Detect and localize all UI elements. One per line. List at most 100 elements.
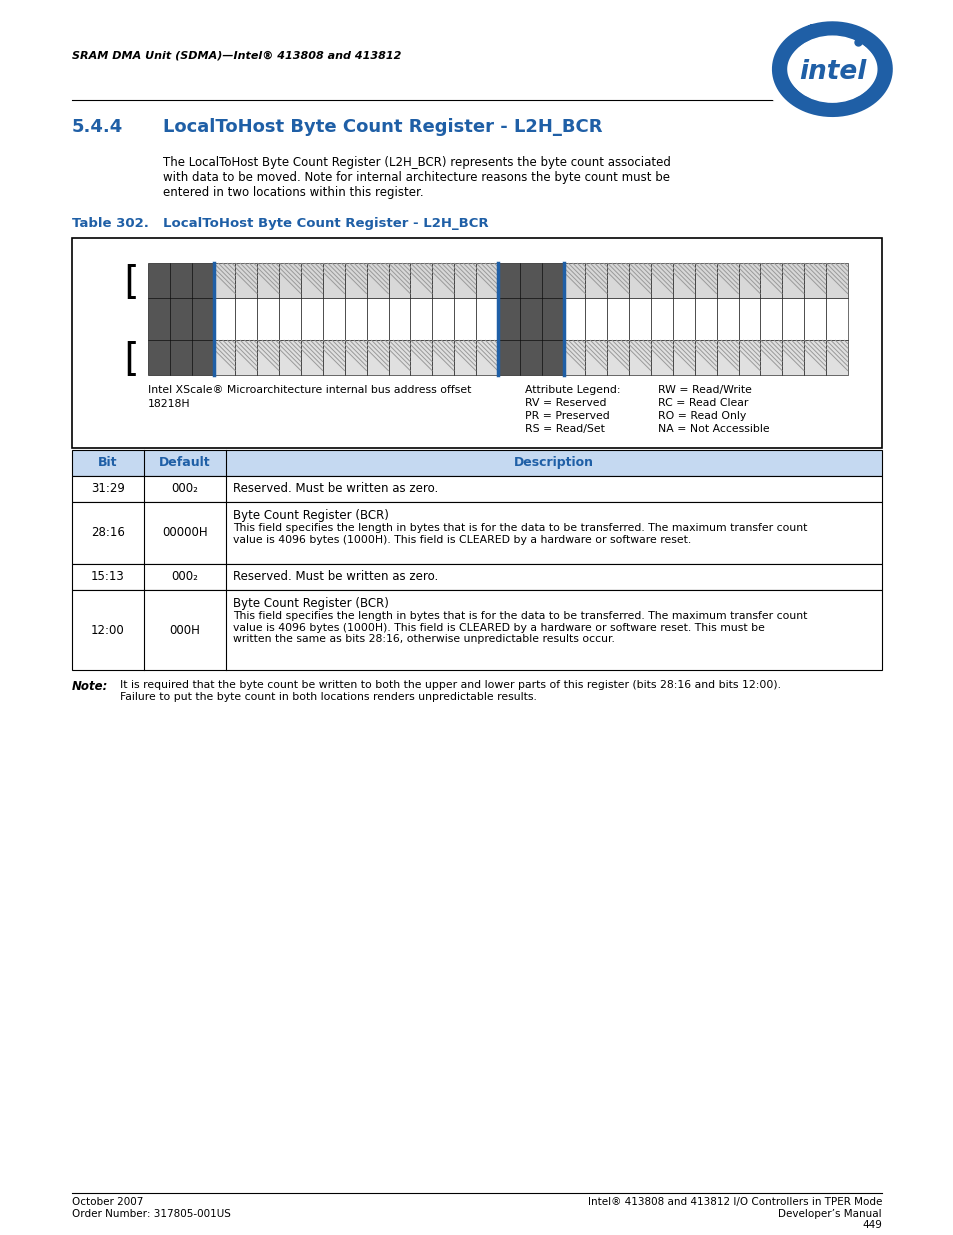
Bar [781, 263, 803, 298]
Bar [607, 340, 629, 375]
Text: [: [ [118, 264, 142, 303]
Bar [345, 263, 366, 298]
Text: 18218H: 18218H [148, 399, 191, 409]
Bar [476, 340, 497, 375]
Bar [497, 263, 519, 298]
Bar [170, 340, 192, 375]
Bar [825, 298, 847, 340]
Bar [323, 263, 345, 298]
Bar [235, 298, 257, 340]
Text: 000₂: 000₂ [172, 571, 198, 583]
Text: Note:: Note: [71, 680, 109, 693]
Bar [825, 340, 847, 375]
Text: NA = Not Accessible: NA = Not Accessible [658, 424, 769, 433]
Bar [454, 340, 476, 375]
Text: Description: Description [514, 456, 594, 469]
Text: RW = Read/Write: RW = Read/Write [658, 385, 751, 395]
Bar [301, 340, 323, 375]
Bar [192, 263, 213, 298]
Bar [629, 263, 651, 298]
Bar [760, 263, 781, 298]
Bar [71, 564, 882, 590]
Text: Byte Count Register (BCR): Byte Count Register (BCR) [233, 597, 389, 610]
Bar [432, 263, 454, 298]
Text: 12:00: 12:00 [91, 624, 125, 636]
Bar [585, 340, 607, 375]
Bar [432, 340, 454, 375]
Bar [170, 263, 192, 298]
Bar [454, 298, 476, 340]
Bar [71, 238, 882, 448]
Bar [323, 298, 345, 340]
Bar [301, 263, 323, 298]
Bar [148, 340, 170, 375]
Text: The LocalToHost Byte Count Register (L2H_BCR) represents the byte count associat: The LocalToHost Byte Count Register (L2H… [163, 156, 670, 199]
Bar [257, 298, 279, 340]
Bar [738, 263, 760, 298]
Bar [454, 263, 476, 298]
Text: October 2007
Order Number: 317805-001US: October 2007 Order Number: 317805-001US [71, 1197, 231, 1219]
Bar [651, 298, 672, 340]
Text: This field specifies the length in bytes that is for the data to be transferred.: This field specifies the length in bytes… [233, 522, 806, 545]
Text: LocalToHost Byte Count Register - L2H_BCR: LocalToHost Byte Count Register - L2H_BC… [163, 119, 602, 136]
Bar [541, 340, 563, 375]
Bar [301, 298, 323, 340]
Text: RS = Read/Set: RS = Read/Set [524, 424, 604, 433]
Bar [781, 298, 803, 340]
Bar [279, 263, 301, 298]
Bar [738, 298, 760, 340]
Bar [825, 263, 847, 298]
Text: Attribute Legend:: Attribute Legend: [524, 385, 619, 395]
Bar [170, 298, 192, 340]
Bar [213, 263, 235, 298]
Bar [148, 298, 170, 340]
Bar [803, 298, 825, 340]
Bar [519, 298, 541, 340]
Bar [192, 298, 213, 340]
Bar [410, 340, 432, 375]
Text: 15:13: 15:13 [91, 571, 125, 583]
Bar [803, 340, 825, 375]
Text: 00000H: 00000H [162, 526, 208, 540]
Text: 28:16: 28:16 [91, 526, 125, 540]
Bar [345, 340, 366, 375]
Text: 000₂: 000₂ [172, 483, 198, 495]
Text: RV = Reserved: RV = Reserved [524, 398, 606, 408]
Bar [213, 298, 235, 340]
Bar [388, 298, 410, 340]
Bar [563, 340, 585, 375]
Text: Default: Default [159, 456, 211, 469]
Text: This field specifies the length in bytes that is for the data to be transferred.: This field specifies the length in bytes… [233, 611, 806, 645]
Bar [716, 298, 738, 340]
Bar [323, 340, 345, 375]
Bar [716, 263, 738, 298]
Bar [410, 263, 432, 298]
Text: Table 302.: Table 302. [71, 217, 149, 230]
Bar [345, 298, 366, 340]
Bar [672, 340, 694, 375]
Bar [497, 340, 519, 375]
Bar [148, 263, 170, 298]
Bar [694, 340, 716, 375]
Text: SRAM DMA Unit (SDMA)—Intel® 413808 and 413812: SRAM DMA Unit (SDMA)—Intel® 413808 and 4… [71, 49, 401, 61]
Text: RC = Read Clear: RC = Read Clear [658, 398, 747, 408]
Text: Byte Count Register (BCR): Byte Count Register (BCR) [233, 509, 389, 522]
Bar [388, 340, 410, 375]
Bar [651, 340, 672, 375]
Bar [410, 298, 432, 340]
Bar [476, 263, 497, 298]
Bar [694, 298, 716, 340]
Bar [781, 340, 803, 375]
Bar [651, 263, 672, 298]
Bar [432, 298, 454, 340]
Bar [716, 340, 738, 375]
Text: Intel XScale® Microarchitecture internal bus address offset: Intel XScale® Microarchitecture internal… [148, 385, 471, 395]
Text: Reserved. Must be written as zero.: Reserved. Must be written as zero. [233, 571, 437, 583]
Bar [541, 263, 563, 298]
Bar [585, 298, 607, 340]
Bar [497, 298, 519, 340]
Bar [519, 340, 541, 375]
Text: RO = Read Only: RO = Read Only [658, 411, 745, 421]
Bar [366, 298, 388, 340]
Bar [71, 450, 882, 475]
